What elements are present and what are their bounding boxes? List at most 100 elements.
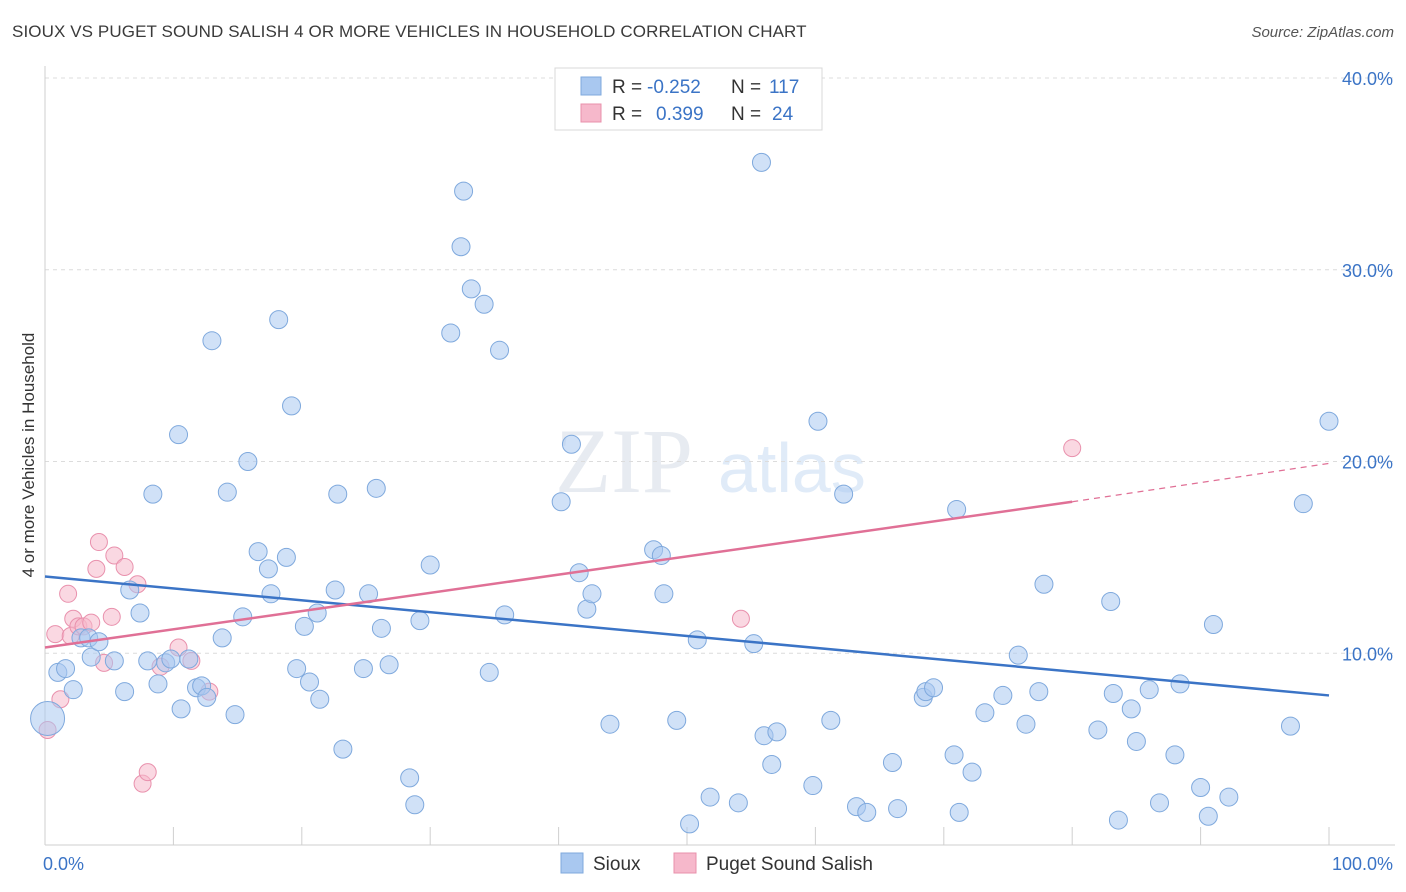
sioux-point [1034, 574, 1054, 594]
trendline-salish [44, 500, 1073, 649]
stats-legend-n-value-salish: 24 [772, 104, 794, 125]
sioux-point [451, 237, 471, 257]
sioux-point [949, 802, 969, 822]
sioux-point [561, 434, 581, 454]
sioux-point [1165, 745, 1185, 765]
salish-point [1063, 439, 1082, 458]
sioux-point [307, 603, 327, 623]
sioux-point [169, 425, 189, 445]
sioux-point [461, 279, 481, 299]
sioux-point [700, 787, 720, 807]
sioux-point [233, 607, 253, 627]
sioux-point [115, 682, 135, 702]
sioux-point [1126, 731, 1146, 751]
stats-legend-r-value-salish: 0.399 [656, 104, 704, 125]
sioux-point [888, 799, 908, 819]
trendlines [44, 462, 1330, 697]
sioux-point [582, 584, 602, 604]
sioux-point [975, 703, 995, 723]
sioux-point [1293, 494, 1313, 514]
y-tick-label-2: 30.0% [1342, 261, 1393, 281]
sioux-point [276, 547, 296, 567]
sioux-point [353, 659, 373, 679]
salish-point [105, 546, 124, 565]
sioux-point [479, 662, 499, 682]
salish-point [115, 557, 134, 576]
sioux-point [130, 603, 150, 623]
sioux-point [454, 181, 474, 201]
legend-swatch-sioux [560, 852, 584, 874]
sioux-point [202, 331, 222, 351]
sioux-point [1219, 787, 1239, 807]
salish-point [138, 763, 157, 782]
stats-legend: R = -0.252 N = 117 R = 0.399 N = 24 [554, 67, 823, 131]
series-puget-sound-salish [38, 439, 1082, 793]
sioux-point [1008, 645, 1028, 665]
sioux-point [1016, 714, 1036, 734]
sioux-point [1170, 674, 1190, 694]
sioux-point [379, 655, 399, 675]
sioux-point [212, 628, 232, 648]
sioux-point [803, 776, 823, 796]
sioux-point [161, 649, 181, 669]
sioux-point [944, 745, 964, 765]
sioux-point [225, 705, 245, 725]
sioux-point [962, 762, 982, 782]
sioux-point [834, 484, 854, 504]
sioux-point [217, 482, 237, 502]
sioux-point [1121, 699, 1141, 719]
salish-point [59, 584, 78, 603]
sioux-point [81, 647, 101, 667]
sioux-point [882, 753, 902, 773]
sioux-point [1280, 716, 1300, 736]
sioux-point [310, 689, 330, 709]
sioux-point [287, 659, 307, 679]
sioux-point [751, 152, 771, 172]
sioux-point [104, 651, 124, 671]
sioux-point [495, 605, 515, 625]
sioux-point [325, 580, 345, 600]
stats-legend-n-label-salish: N = [731, 104, 761, 125]
y-tick-label-1: 20.0% [1342, 453, 1393, 473]
sioux-point [441, 323, 461, 343]
sioux-point [197, 687, 217, 707]
sioux-point [1139, 680, 1159, 700]
sioux-point [410, 611, 430, 631]
x-tick-label-start: 0.0% [43, 854, 84, 874]
sioux-point [947, 499, 967, 519]
sioux-point [600, 714, 620, 734]
sioux-point [474, 294, 494, 314]
sioux-point [1198, 806, 1218, 826]
sioux-point [490, 340, 510, 360]
salish-point [731, 609, 750, 628]
y-tick-label-0: 10.0% [1342, 644, 1393, 664]
sioux-point [1191, 777, 1211, 797]
sioux-point [667, 710, 687, 730]
sioux-point [551, 492, 571, 512]
sioux-point [333, 739, 353, 759]
sioux-point [420, 555, 440, 575]
sioux-point [138, 651, 158, 671]
sioux-point [143, 484, 163, 504]
sioux-point [654, 584, 674, 604]
sioux-point [687, 630, 707, 650]
legend-swatch-salish [673, 852, 697, 874]
sioux-point [328, 484, 348, 504]
y-tick-label-3: 40.0% [1342, 69, 1393, 89]
sioux-point [179, 649, 199, 669]
stats-legend-r-value-sioux: -0.252 [647, 77, 701, 98]
sioux-point [261, 584, 281, 604]
sioux-point [1029, 682, 1049, 702]
sioux-point [762, 754, 782, 774]
legend-label-sioux: Sioux [593, 854, 641, 875]
sioux-point [366, 478, 386, 498]
sioux-point [282, 396, 302, 416]
trendline-salish-extension [1072, 462, 1330, 503]
sioux-point [300, 672, 320, 692]
sioux-point [269, 310, 289, 330]
axis-ticks [44, 827, 1330, 845]
y-axis-label: 4 or more Vehicles in Household [19, 333, 38, 578]
sioux-point [238, 452, 258, 471]
salish-point [46, 625, 65, 644]
